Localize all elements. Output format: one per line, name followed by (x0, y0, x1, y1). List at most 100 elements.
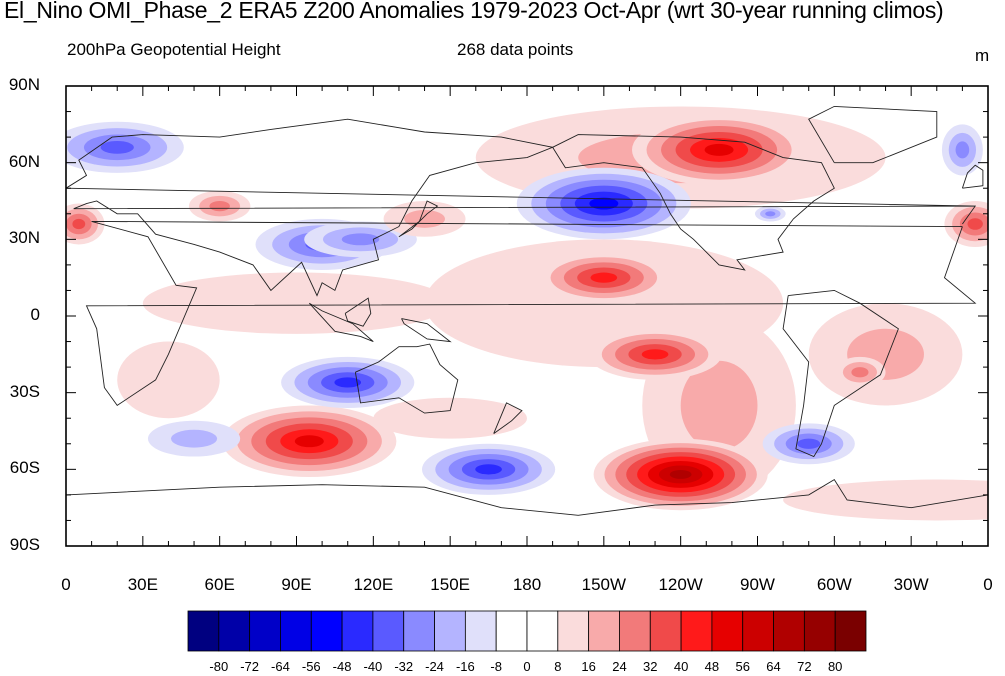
coastline-segment (66, 478, 988, 516)
anomaly-contour (142, 272, 451, 334)
anomaly-field (66, 106, 988, 521)
colorbar-swatch (187, 610, 220, 652)
colorbar-swatch (526, 610, 559, 652)
colorbar-tick-label: -40 (363, 659, 383, 674)
anomaly-contour (209, 201, 230, 212)
colorbar-swatch (372, 610, 405, 652)
colorbar-swatch (557, 610, 590, 652)
anomaly-contour (669, 469, 692, 479)
lon-tick-label: 90E (281, 575, 312, 594)
lon-tick-label: 150E (430, 575, 470, 594)
anomaly-contour (967, 218, 983, 230)
lon-tick-label: 90W (740, 575, 775, 594)
colorbar-tick-label: -48 (332, 659, 352, 674)
colorbar-swatch (310, 610, 343, 652)
colorbar-tick-label: 32 (643, 659, 658, 674)
sample-count-subtitle: 268 data points (457, 40, 574, 59)
colorbar-swatch (588, 610, 620, 652)
colorbar-tick-label: -56 (301, 659, 321, 674)
lon-tick-label: 120W (658, 575, 703, 594)
anomaly-contour (117, 341, 220, 419)
coastline-segment (961, 164, 984, 189)
lon-tick-label: 60E (204, 575, 235, 594)
colorbar-tick-label: -80 (209, 659, 229, 674)
coastline-segment (85, 220, 977, 407)
coastline-segment (552, 134, 835, 271)
colorbar-swatch (341, 610, 374, 652)
coastline-segment (354, 343, 459, 414)
coastline-segment (344, 297, 372, 327)
units-label: m (975, 46, 990, 65)
anomaly-contour (641, 349, 669, 360)
colorbar-swatch (649, 610, 682, 652)
lat-tick-label: 30S (9, 381, 40, 401)
lon-tick-label: 0 (61, 575, 71, 594)
colorbar-swatch (742, 610, 774, 652)
plot-title: El_Nino OMI_Phase_2 ERA5 Z200 Anomalies … (4, 0, 944, 23)
colorbar-tick-label: 80 (827, 659, 843, 674)
anomaly-contour (783, 479, 988, 521)
anomaly-contour (334, 377, 362, 388)
colorbar-swatch (464, 610, 497, 652)
lat-tick-label: 30N (8, 228, 40, 248)
colorbar-swatch (803, 610, 836, 652)
colorbar-tick-label: -24 (425, 659, 444, 674)
colorbar-tick-label: 64 (766, 659, 781, 674)
colorbar-swatch (249, 610, 281, 652)
lon-tick-label: 150W (581, 575, 627, 594)
anomaly-contour (589, 197, 619, 210)
lon-tick-label: 180 (512, 575, 542, 594)
coastlines (66, 105, 988, 516)
colorbar-swatch (619, 610, 651, 652)
lat-tick-label: 60N (8, 151, 40, 171)
anomaly-contour (765, 211, 776, 217)
anomaly-contour (404, 209, 446, 228)
anomaly-contour (171, 429, 218, 448)
anomaly-contour (704, 143, 734, 156)
colorbar-tick-label: 0 (523, 659, 531, 674)
anomaly-contour (851, 367, 869, 378)
colorbar-tick-label: 72 (797, 659, 812, 674)
colorbar-swatch (434, 610, 466, 652)
colorbar-swatch (403, 610, 435, 652)
lat-tick-label: 90N (8, 75, 40, 94)
anomaly-contour (72, 218, 86, 230)
axis-ticks (65, 85, 989, 547)
colorbar-swatch (280, 610, 312, 652)
colorbar-tick-label: -32 (394, 659, 414, 674)
colorbar-swatch (218, 610, 251, 652)
anomaly-contour (373, 397, 527, 439)
coastline-segment (808, 105, 938, 164)
colorbar-swatch (834, 610, 867, 652)
colorbar-tick-label: 56 (735, 659, 750, 674)
lon-tick-label: 120E (353, 575, 394, 594)
lat-tick-label: 0 (30, 305, 40, 324)
anomaly-contour (475, 464, 502, 475)
colorbar-tick-label: 40 (673, 659, 689, 674)
lon-tick-label: 30W (893, 575, 929, 594)
colorbar-swatch (495, 610, 528, 652)
coastline-segment (493, 402, 523, 434)
colorbar-tick-label: -8 (490, 659, 502, 674)
anomaly-contour (100, 140, 134, 154)
anomaly-contour (590, 272, 618, 283)
colorbar-tick-label: -72 (240, 659, 260, 674)
anomaly-contour (955, 141, 970, 159)
lon-tick-label: 60W (816, 575, 852, 594)
coastline-segment (398, 200, 439, 238)
colorbar-tick-label: 16 (581, 659, 596, 674)
colorbar-swatch (711, 610, 744, 652)
lon-tick-label: 30E (127, 575, 158, 594)
anomaly-contour (680, 360, 758, 451)
colorbar-tick-label: 48 (704, 659, 720, 674)
anomaly-contour (797, 438, 821, 449)
coastline-segment (66, 118, 977, 297)
colorbar-swatch (680, 610, 713, 652)
colorbar-tick-label: 8 (554, 659, 562, 674)
colorbar-tick-label: -16 (455, 659, 475, 674)
coastline-segment (782, 289, 899, 458)
lat-tick-label: 60S (9, 458, 40, 478)
coastline-segment (401, 318, 452, 343)
anomaly-contour (341, 233, 380, 246)
